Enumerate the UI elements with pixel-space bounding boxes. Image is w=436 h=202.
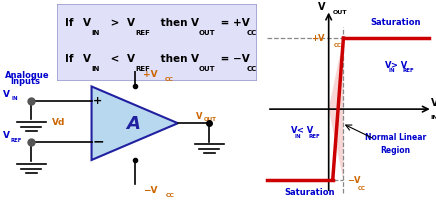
Text: Inputs: Inputs bbox=[10, 77, 41, 86]
Text: then: then bbox=[157, 18, 191, 27]
Text: Region: Region bbox=[381, 146, 411, 155]
Text: +: + bbox=[93, 96, 102, 106]
Text: CC: CC bbox=[246, 30, 256, 36]
Text: −V: −V bbox=[347, 176, 361, 185]
Text: V: V bbox=[318, 2, 325, 13]
Text: V: V bbox=[83, 18, 91, 27]
Text: CC: CC bbox=[166, 193, 175, 198]
Text: A: A bbox=[126, 115, 140, 133]
Text: OUT: OUT bbox=[199, 30, 216, 36]
FancyBboxPatch shape bbox=[57, 4, 257, 81]
Text: +V: +V bbox=[143, 70, 157, 79]
Text: then: then bbox=[157, 54, 191, 64]
Text: = +V: = +V bbox=[217, 18, 250, 27]
Text: V: V bbox=[431, 98, 436, 108]
Text: V: V bbox=[127, 54, 135, 64]
Text: −V: −V bbox=[143, 186, 157, 195]
Text: V: V bbox=[196, 112, 203, 121]
Text: IN: IN bbox=[12, 96, 18, 101]
Text: Saturation: Saturation bbox=[371, 18, 421, 27]
Text: > V: > V bbox=[388, 61, 407, 69]
Text: Analogue: Analogue bbox=[5, 71, 50, 80]
Polygon shape bbox=[329, 38, 344, 180]
Text: CC: CC bbox=[334, 43, 341, 48]
Text: IN: IN bbox=[92, 66, 100, 72]
Text: +V: +V bbox=[311, 34, 325, 43]
Text: REF: REF bbox=[308, 134, 320, 139]
Text: V: V bbox=[191, 18, 199, 27]
Text: REF: REF bbox=[11, 138, 22, 143]
Text: REF: REF bbox=[402, 67, 414, 73]
Text: V: V bbox=[290, 126, 297, 135]
Text: V: V bbox=[83, 54, 91, 64]
Text: IN: IN bbox=[389, 67, 395, 73]
Text: = −V: = −V bbox=[217, 54, 250, 64]
Text: V: V bbox=[3, 90, 10, 99]
Text: V: V bbox=[127, 18, 135, 27]
Text: IN: IN bbox=[295, 134, 301, 139]
Polygon shape bbox=[92, 86, 178, 160]
Text: IN: IN bbox=[92, 30, 100, 36]
Text: REF: REF bbox=[135, 66, 150, 72]
Text: Saturation: Saturation bbox=[285, 188, 335, 198]
Text: <: < bbox=[107, 54, 123, 64]
Text: −: − bbox=[93, 135, 105, 149]
Text: CC: CC bbox=[246, 66, 256, 72]
Text: If: If bbox=[65, 54, 77, 64]
Text: < V: < V bbox=[294, 126, 313, 135]
Text: CC: CC bbox=[358, 186, 366, 191]
Text: V: V bbox=[385, 61, 391, 69]
Text: Normal Linear: Normal Linear bbox=[365, 133, 426, 142]
Text: V: V bbox=[3, 131, 10, 140]
Text: CC: CC bbox=[165, 77, 174, 82]
Text: V: V bbox=[191, 54, 199, 64]
Text: IN: IN bbox=[431, 115, 436, 120]
Text: OUT: OUT bbox=[333, 10, 347, 15]
Text: >: > bbox=[107, 18, 123, 27]
Text: If: If bbox=[65, 18, 77, 27]
Text: OUT: OUT bbox=[204, 117, 217, 122]
Text: REF: REF bbox=[135, 30, 150, 36]
Text: OUT: OUT bbox=[199, 66, 216, 72]
Text: Vd: Vd bbox=[52, 118, 65, 127]
